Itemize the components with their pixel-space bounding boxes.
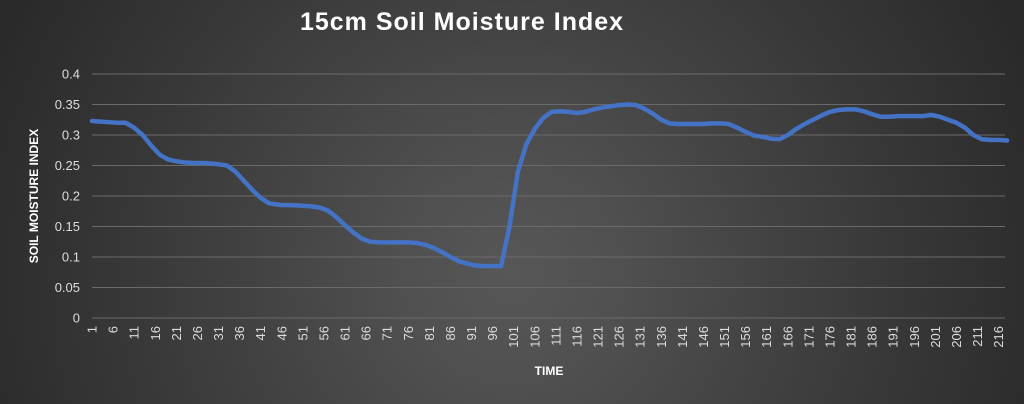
x-tick-label: 176 — [822, 326, 837, 348]
x-tick-label: 211 — [970, 326, 985, 347]
x-tick-label: 106 — [527, 326, 542, 348]
x-tick-label: 206 — [949, 326, 964, 348]
y-tick-label: 0.25 — [55, 158, 80, 173]
chart-title: 15cm Soil Moisture Index — [299, 8, 625, 36]
x-tick-label: 16 — [148, 326, 163, 340]
x-tick-label: 101 — [506, 326, 521, 348]
x-tick-label: 71 — [380, 326, 395, 340]
x-tick-label: 31 — [211, 326, 226, 340]
x-tick-label: 96 — [485, 326, 500, 340]
x-tick-label: 91 — [464, 326, 479, 340]
x-tick-label: 111 — [548, 326, 563, 346]
x-tick-label: 26 — [190, 326, 205, 340]
x-tick-label: 181 — [844, 326, 859, 348]
x-tick-label: 146 — [696, 326, 711, 348]
y-tick-label: 0 — [73, 311, 80, 326]
x-tick-label: 131 — [633, 326, 648, 348]
x-tick-label: 201 — [928, 326, 943, 348]
x-tick-label: 66 — [359, 326, 374, 340]
x-tick-label: 86 — [443, 326, 458, 340]
x-tick-label: 191 — [886, 326, 901, 348]
y-tick-label: 0.3 — [62, 128, 80, 143]
x-tick-label: 51 — [295, 326, 310, 340]
x-tick-label: 156 — [738, 326, 753, 348]
x-tick-label: 76 — [401, 326, 416, 340]
x-tick-label: 216 — [991, 326, 1006, 348]
x-tick-label: 11 — [127, 326, 142, 340]
x-tick-label: 136 — [654, 326, 669, 348]
series-line — [89, 102, 1010, 269]
y-tick-label: 0.35 — [55, 97, 80, 112]
x-tick-label: 161 — [759, 326, 774, 348]
y-tick-label: 0.4 — [62, 67, 80, 82]
x-tick-label: 196 — [907, 326, 922, 348]
x-tick-label: 126 — [612, 326, 627, 348]
x-tick-label: 166 — [780, 326, 795, 348]
x-tick-label: 61 — [338, 326, 353, 340]
x-tick-label: 6 — [106, 326, 121, 333]
x-tick-label: 186 — [865, 326, 880, 348]
x-tick-label: 21 — [169, 326, 184, 340]
x-tick-label: 56 — [316, 326, 331, 340]
y-tick-label: 0.05 — [55, 280, 80, 295]
x-tick-label: 116 — [569, 326, 584, 347]
x-tick-label: 41 — [253, 326, 268, 340]
x-axis-title: TIME — [534, 364, 564, 378]
x-tick-label: 171 — [801, 326, 816, 348]
x-tick-label: 1 — [85, 326, 100, 333]
y-tick-label: 0.15 — [55, 219, 80, 234]
x-tick-label: 46 — [274, 326, 289, 340]
x-tick-label: 151 — [717, 326, 732, 348]
y-tick-label: 0.1 — [62, 250, 80, 265]
x-tick-label: 36 — [232, 326, 247, 340]
x-tick-label: 141 — [675, 326, 690, 348]
y-tick-label: 0.2 — [62, 189, 80, 204]
x-tick-label: 81 — [422, 326, 437, 340]
x-tick-label: 121 — [591, 326, 606, 348]
